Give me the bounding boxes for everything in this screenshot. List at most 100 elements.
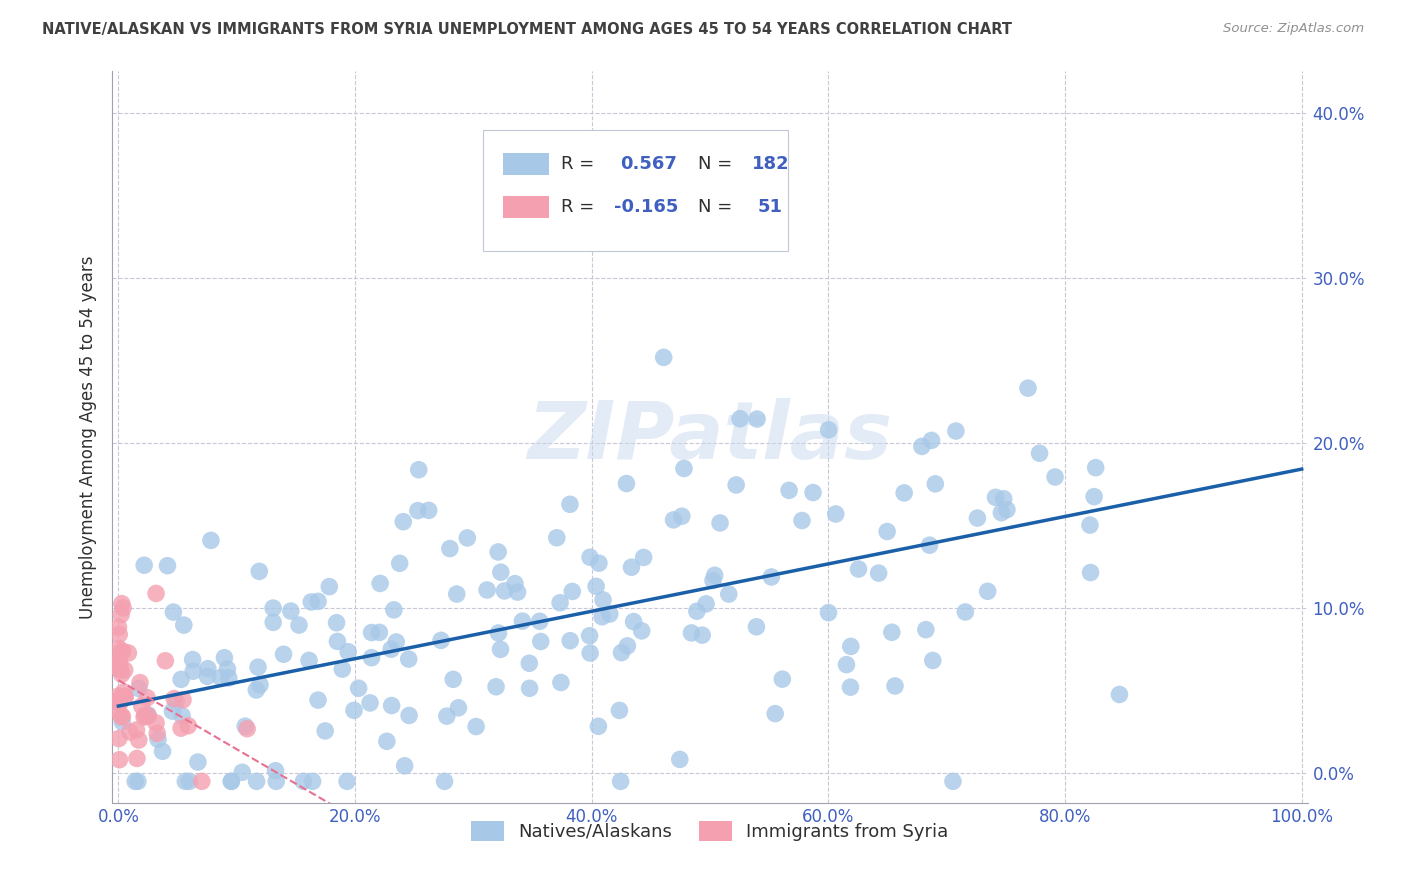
Point [893,486,915,500]
Point [433,774,456,789]
Point [195,669,218,683]
Point [162,704,184,718]
Point [111,644,134,658]
Point [108,627,131,641]
Y-axis label: Unemployment Among Ages 45 to 54 years: Unemployment Among Ages 45 to 54 years [79,255,97,619]
Point [325,615,347,630]
Point [489,565,512,579]
Point [633,550,655,565]
Text: N =: N = [699,155,738,173]
Point [298,653,321,667]
Point [107,661,129,675]
Point [686,604,709,618]
Point [108,753,131,767]
Point [550,675,572,690]
Point [347,681,370,696]
Text: 51: 51 [758,198,783,216]
Text: 0.567: 0.567 [620,155,678,173]
Point [1028,446,1050,460]
Point [108,653,131,667]
Point [307,594,329,608]
Point [911,439,934,453]
Point [112,685,135,699]
Point [763,706,786,721]
Point [107,620,129,634]
Point [921,434,943,448]
Point [876,524,898,539]
Point [214,650,236,665]
Point [221,774,243,789]
Point [117,646,139,660]
Point [136,707,159,722]
Point [388,557,411,571]
Point [966,511,988,525]
Point [108,692,131,706]
Point [924,476,946,491]
Point [529,614,551,628]
Point [588,556,610,570]
Point [200,533,222,548]
Point [262,615,284,630]
Point [163,691,186,706]
Point [125,751,148,765]
Point [145,586,167,600]
Point [548,596,571,610]
Point [146,726,169,740]
Point [652,351,675,365]
Point [264,774,287,789]
Point [630,624,652,638]
Point [835,657,858,672]
Point [609,703,631,717]
Point [456,531,478,545]
Point [503,576,526,591]
Point [288,618,311,632]
Point [728,411,751,425]
Point [110,645,132,659]
Point [262,601,284,615]
Point [385,635,408,649]
Point [359,696,381,710]
Point [127,774,149,789]
Point [380,642,402,657]
Point [839,680,862,694]
Point [408,463,430,477]
Point [446,587,468,601]
Point [517,657,540,671]
Point [439,541,461,556]
Point [108,657,131,672]
Point [703,568,725,582]
Point [209,671,232,685]
Point [995,502,1018,516]
Text: N =: N = [699,198,738,216]
Point [558,497,581,511]
Point [990,506,1012,520]
Point [1084,460,1107,475]
Point [725,478,748,492]
Point [236,722,259,736]
Point [114,663,136,677]
Bar [503,195,548,218]
Point [181,652,204,666]
Point [146,732,169,747]
Point [107,694,129,708]
Point [170,673,193,687]
Point [111,714,134,729]
Point [585,579,607,593]
Point [292,774,315,789]
Point [191,774,214,789]
Point [114,690,136,704]
Point [616,639,638,653]
Point [111,667,134,681]
Point [519,681,541,696]
Point [128,733,150,747]
Point [110,695,132,709]
Point [187,755,209,769]
Point [110,693,132,707]
Point [880,625,903,640]
Point [136,690,159,705]
Point [110,663,132,677]
Point [280,604,302,618]
Point [107,689,129,703]
Point [447,700,470,714]
Text: 182: 182 [752,155,790,173]
